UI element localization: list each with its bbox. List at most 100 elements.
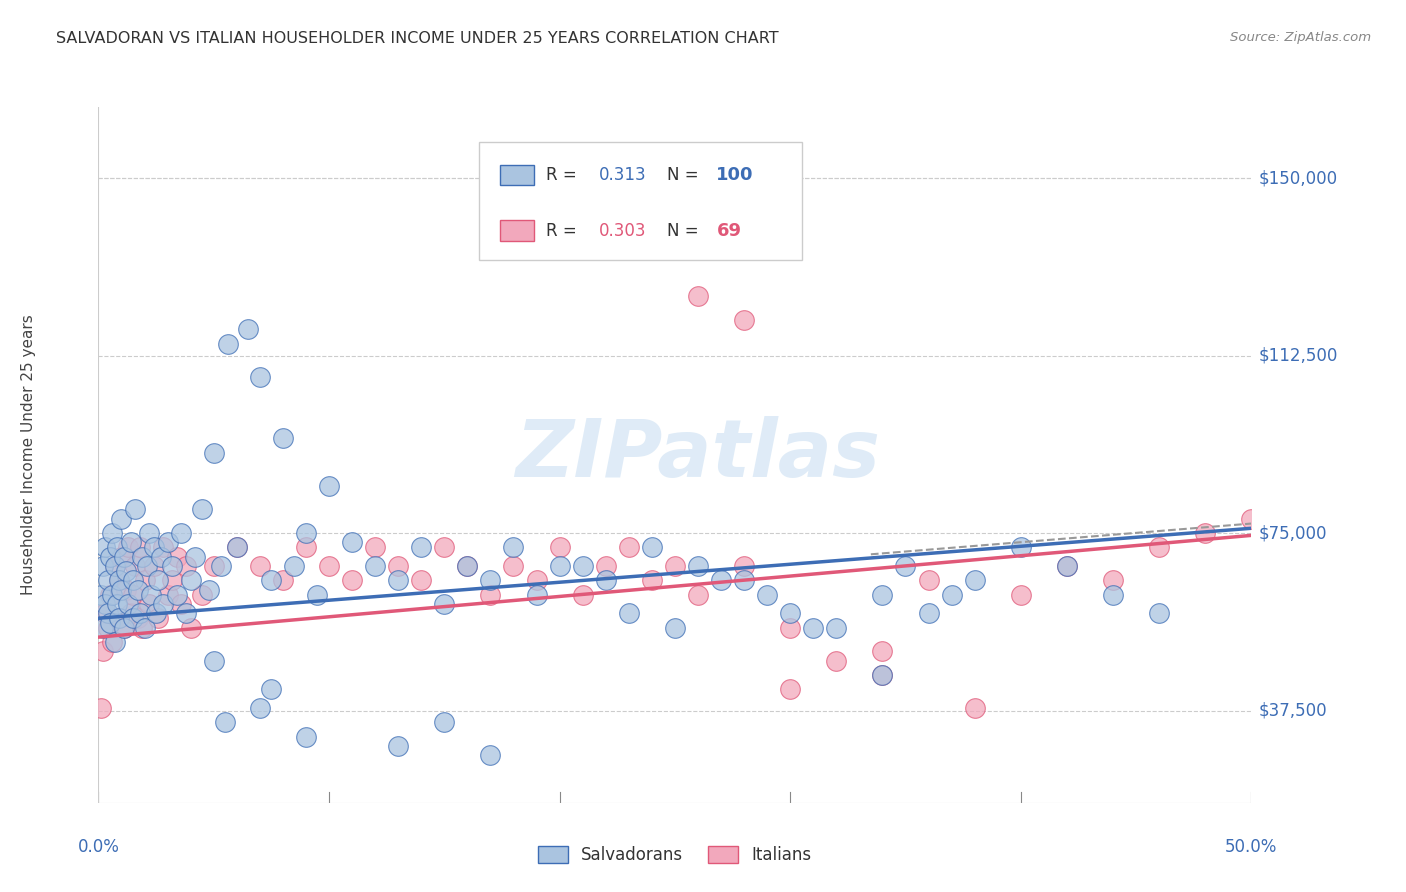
Point xyxy=(617,607,640,621)
Point xyxy=(120,607,142,621)
Point xyxy=(595,574,617,588)
Text: $112,500: $112,500 xyxy=(1258,346,1337,365)
Point xyxy=(160,559,183,574)
Point xyxy=(115,582,138,597)
Point xyxy=(271,574,294,588)
Point xyxy=(134,574,156,588)
Point xyxy=(97,607,120,621)
Point xyxy=(1056,559,1078,574)
Text: 0.303: 0.303 xyxy=(599,221,647,240)
Point xyxy=(142,540,165,554)
Point xyxy=(364,540,387,554)
Point xyxy=(963,574,986,588)
Point xyxy=(456,559,478,574)
Point xyxy=(387,574,409,588)
Point xyxy=(198,582,221,597)
Point xyxy=(479,588,502,602)
Point xyxy=(103,559,125,574)
Point xyxy=(91,559,114,574)
Point xyxy=(686,289,709,303)
Point xyxy=(97,574,120,588)
Point xyxy=(112,621,135,635)
Point xyxy=(174,559,197,574)
Point xyxy=(127,611,149,625)
Point xyxy=(91,621,114,635)
Text: Householder Income Under 25 years: Householder Income Under 25 years xyxy=(21,315,35,595)
Point xyxy=(202,654,225,668)
Point xyxy=(94,540,117,554)
Point xyxy=(733,313,755,327)
Point xyxy=(733,574,755,588)
Point xyxy=(433,597,456,611)
Point xyxy=(318,559,340,574)
Point xyxy=(142,559,165,574)
Point xyxy=(98,549,121,564)
Point xyxy=(283,559,305,574)
Point xyxy=(101,635,124,649)
Point xyxy=(295,526,318,541)
Point xyxy=(124,502,146,516)
Text: R =: R = xyxy=(546,221,582,240)
Point xyxy=(180,574,202,588)
Point xyxy=(238,322,260,336)
Point xyxy=(548,540,571,554)
Point xyxy=(917,607,939,621)
Point xyxy=(108,611,131,625)
Point xyxy=(1147,607,1170,621)
FancyBboxPatch shape xyxy=(499,220,534,241)
Point xyxy=(90,588,112,602)
Point xyxy=(1056,559,1078,574)
Point xyxy=(202,445,225,459)
Point xyxy=(103,559,125,574)
Point xyxy=(138,597,160,611)
Point xyxy=(411,540,433,554)
Point xyxy=(98,588,121,602)
Point xyxy=(595,559,617,574)
Point xyxy=(156,588,179,602)
Point xyxy=(779,607,801,621)
Point xyxy=(145,607,167,621)
Point xyxy=(548,559,571,574)
Point xyxy=(122,574,145,588)
Point xyxy=(479,748,502,763)
Point xyxy=(456,559,478,574)
Point xyxy=(180,621,202,635)
Point xyxy=(1010,540,1032,554)
Point xyxy=(149,549,172,564)
Point xyxy=(117,540,139,554)
Point xyxy=(664,559,686,574)
Point xyxy=(134,621,156,635)
Point xyxy=(174,607,197,621)
Point xyxy=(963,701,986,715)
Point xyxy=(129,607,152,621)
Point xyxy=(260,682,283,697)
Point xyxy=(202,559,225,574)
Point xyxy=(894,559,917,574)
Point xyxy=(756,588,779,602)
Text: $37,500: $37,500 xyxy=(1258,701,1327,720)
Point xyxy=(101,588,124,602)
Point xyxy=(184,549,207,564)
Point xyxy=(110,549,132,564)
Point xyxy=(129,540,152,554)
Text: $150,000: $150,000 xyxy=(1258,169,1337,187)
Point xyxy=(686,559,709,574)
Point xyxy=(571,559,593,574)
Point xyxy=(941,588,963,602)
Point xyxy=(387,739,409,753)
Point xyxy=(217,336,239,351)
Text: $75,000: $75,000 xyxy=(1258,524,1327,542)
Point xyxy=(124,559,146,574)
Point xyxy=(156,535,179,549)
Point xyxy=(433,715,456,730)
Point xyxy=(170,597,193,611)
Point xyxy=(340,574,363,588)
Point xyxy=(152,540,174,554)
Point xyxy=(108,574,131,588)
Point xyxy=(225,540,247,554)
Point xyxy=(411,574,433,588)
Point xyxy=(249,369,271,384)
Point xyxy=(131,621,153,635)
Legend: Salvadorans, Italians: Salvadorans, Italians xyxy=(531,839,818,871)
Point xyxy=(166,588,188,602)
